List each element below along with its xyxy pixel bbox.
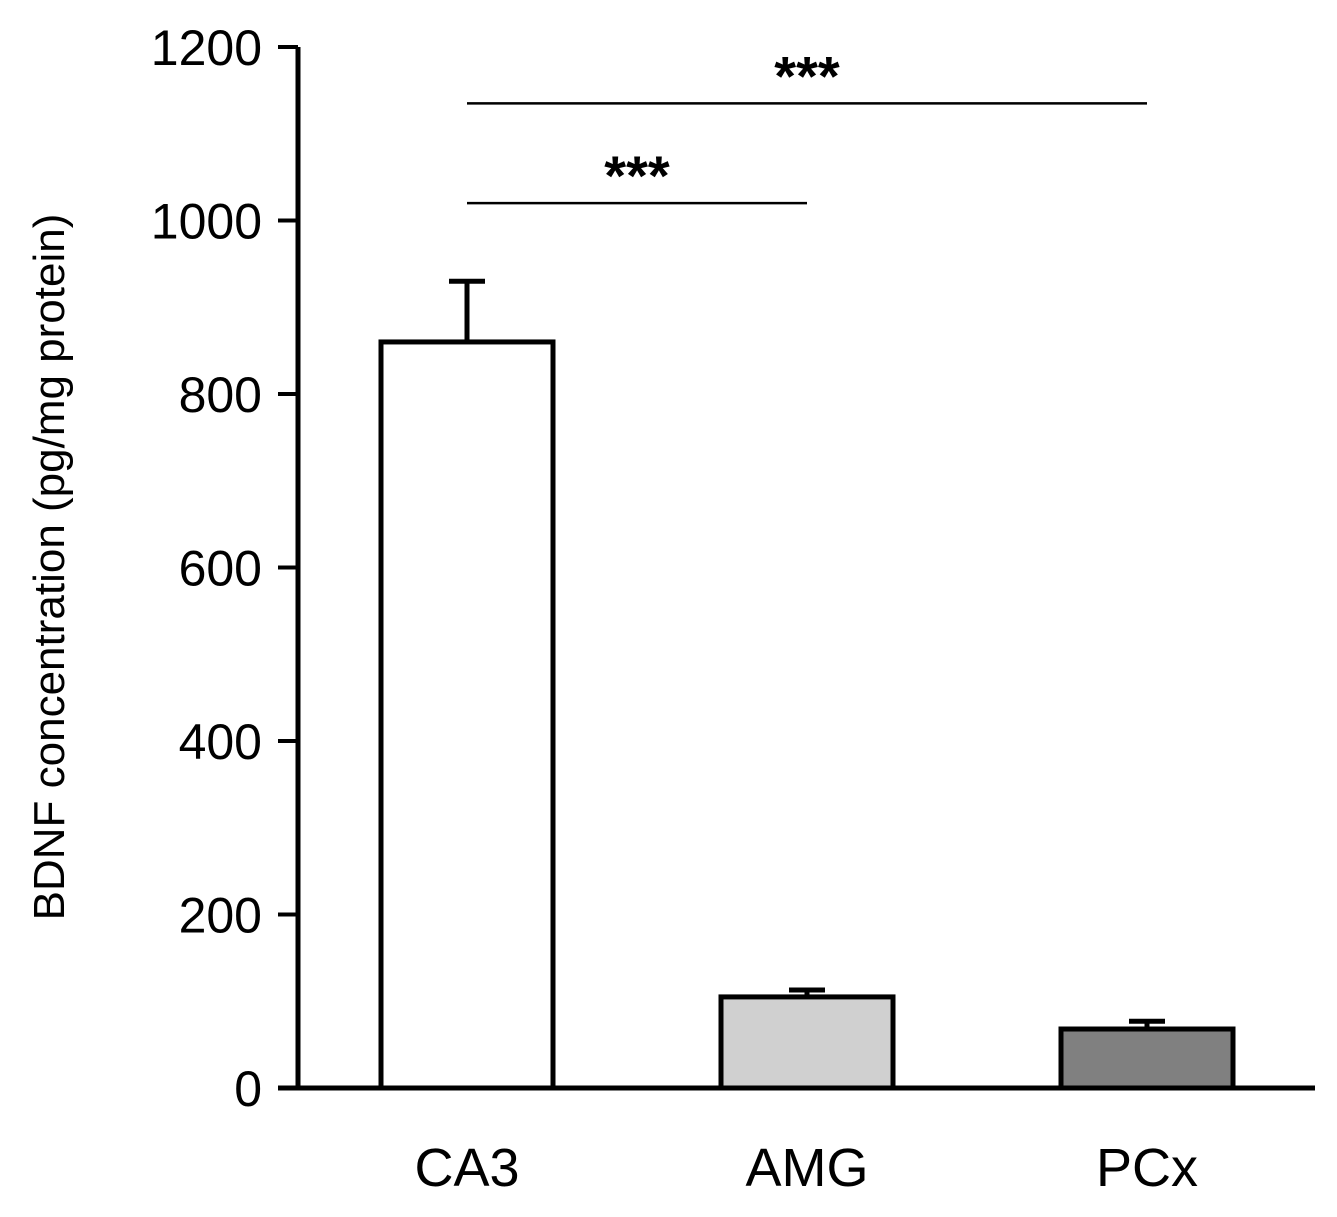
bar-amg <box>718 994 896 1091</box>
y-axis-title: BDNF concentration (pg/mg protein) <box>25 214 74 921</box>
significance-label: *** <box>604 144 670 207</box>
x-tick-label-ca3: CA3 <box>414 1138 519 1198</box>
x-tick-label-pcx: PCx <box>1096 1138 1198 1198</box>
significance-brackets: *** *** <box>467 44 1147 207</box>
y-tick-label: 400 <box>179 714 262 770</box>
y-axis: 0 200 400 600 800 1000 1200 <box>151 20 301 1117</box>
y-tick-label: 1000 <box>151 194 262 250</box>
y-tick-label: 0 <box>234 1061 262 1117</box>
y-tick-label: 200 <box>179 888 262 944</box>
bar-ca3 <box>378 339 556 1091</box>
y-tick-label: 800 <box>179 367 262 423</box>
y-tick-label: 1200 <box>151 20 262 76</box>
bars <box>378 278 1236 1091</box>
x-tick-label-amg: AMG <box>745 1138 868 1198</box>
x-axis: CA3 AMG PCx <box>278 1085 1315 1198</box>
y-tick-label: 600 <box>179 541 262 597</box>
bar-pcx <box>1058 1026 1236 1091</box>
significance-label: *** <box>774 44 840 107</box>
